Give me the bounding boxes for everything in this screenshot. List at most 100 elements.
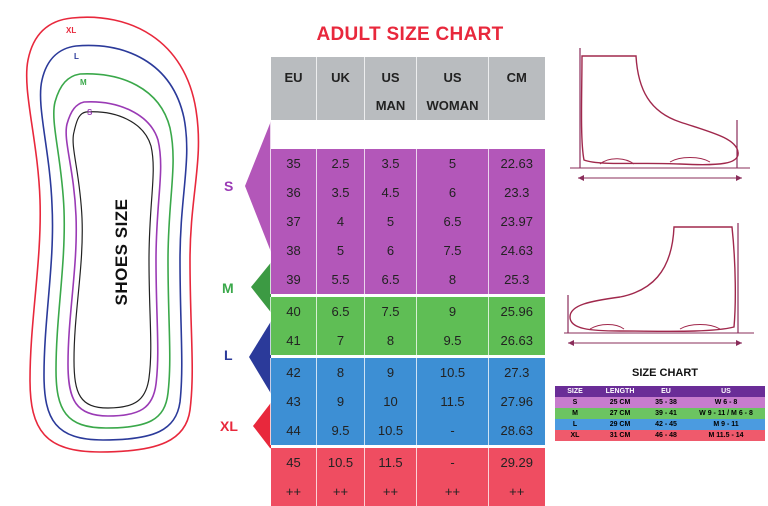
sole-outlines-illustration: [25, 16, 200, 453]
cell-us-man: 9: [364, 358, 417, 387]
table-row: 44 9.5 10.5-28.63: [270, 416, 545, 445]
table-row: 39 5.5 6.5 8 25.3: [270, 265, 545, 294]
table-row: 42 8 9 10.5 27.3: [270, 358, 545, 387]
cell-cm: 26.63: [488, 326, 545, 355]
cell-us-woman: 9.5: [416, 326, 489, 355]
size-chart-header-length: LENGTH: [595, 386, 645, 397]
xl-outline: [25, 16, 200, 453]
cell-uk: 6.5: [316, 297, 365, 326]
cell-eu: 40: [270, 297, 317, 326]
cell-eu: 37: [270, 207, 317, 236]
size-chart-cell-us: M 9 - 11: [713, 421, 739, 428]
size-chart-cell-size: M: [572, 410, 578, 417]
cell-us-woman: 7.5: [416, 236, 489, 265]
cell-cm: 24.63: [488, 236, 545, 265]
size-chart-title: SIZE CHART: [632, 367, 698, 379]
size-chart-cell-eu: 46 - 48: [655, 432, 677, 439]
table-body: 35 2.5 3.5 5 22.63 36 3.5 4.5 6 23.3 37 4 5 6.5 23.97 3…: [270, 149, 545, 506]
cell-cm: 27.3: [488, 358, 545, 387]
table-row: 41 7 8 9.5 26.63: [270, 326, 545, 355]
cell-us-man: 3.5: [364, 149, 417, 178]
cell-eu: 38: [270, 236, 317, 265]
size-label-s: S: [224, 178, 234, 194]
cell-cm: 25.3: [488, 265, 545, 294]
size-label-xl: XL: [220, 418, 238, 434]
table-row: 45 10.5 11.5-29.29: [270, 448, 545, 477]
cell-us-woman: 10.5: [416, 358, 489, 387]
table-row: 36 3.5 4.5 6 23.3: [270, 178, 545, 207]
foot-illustration-top: [570, 48, 750, 181]
cell-eu: 44: [270, 416, 317, 445]
cell-us-woman: 11.5: [416, 387, 489, 416]
size-chart-header-eu: EU: [645, 386, 687, 397]
size-chart-row: M 27 CM 39 - 41 W 9 - 11 / M 6 - 8: [555, 408, 765, 419]
size-chart-cell-us: W 9 - 11 / M 6 - 8: [699, 410, 753, 417]
table-row: 40 6.5 7.5 9 25.96: [270, 297, 545, 326]
adult-size-table: EU UK US MAN US WOMAN CM 35 2.5 3.5 5 22.63 36 3…: [270, 57, 545, 506]
size-chart-cell-eu: 39 - 41: [655, 410, 677, 417]
outline-label-xl: XL: [66, 26, 77, 35]
cell-us-man: 11.5: [364, 448, 417, 477]
size-chart-cell-length: 27 CM: [609, 410, 631, 417]
cell-uk: 10.5: [316, 448, 365, 477]
pointer-l: [249, 318, 273, 397]
table-row: ++ ++ ++ ++ ++: [270, 477, 545, 506]
header-us-man: US MAN: [364, 57, 417, 120]
size-label-m: M: [222, 280, 234, 296]
cell-us-woman: 5: [416, 149, 489, 178]
size-chart-cell-size: L: [572, 421, 578, 428]
pointer-m: [251, 260, 273, 315]
cell-uk: 7: [316, 326, 365, 355]
size-chart-cell-length: 25 CM: [609, 399, 631, 406]
table-row: 37 4 5 6.5 23.97: [270, 207, 545, 236]
outline-label-m: M: [80, 78, 87, 87]
size-chart-cell-us: M 11.5 - 14: [708, 432, 744, 439]
size-chart-cell-eu: 35 - 38: [655, 399, 677, 406]
cell-eu: 45: [270, 448, 317, 477]
foot-illustration-bottom: [564, 223, 754, 346]
table-row: 35 2.5 3.5 5 22.63: [270, 149, 545, 178]
pointer-xl: [253, 400, 273, 452]
size-chart-table: SIZE LENGTH EU US S 25 CM 35 - 38 W 6 - 8 M 2…: [555, 386, 765, 441]
cell-cm: 27.96: [488, 387, 545, 416]
size-pointers: [245, 116, 273, 452]
cell-uk: 8: [316, 358, 365, 387]
size-chart-body: S 25 CM 35 - 38 W 6 - 8 M 27 CM 39 - 41 W 9 - 1…: [555, 397, 765, 441]
cell-us-man: ++: [364, 477, 417, 506]
pointer-s: [245, 116, 273, 257]
size-chart-cell-size: XL: [570, 432, 580, 439]
cell-eu: 42: [270, 358, 317, 387]
cell-eu: 35: [270, 149, 317, 178]
l-outline: [39, 44, 188, 441]
cell-us-man: 10: [364, 387, 417, 416]
cell-cm: 25.96: [488, 297, 545, 326]
size-chart-header-size: SIZE: [555, 386, 595, 397]
sole-shape: [72, 111, 154, 409]
cell-uk: 5.5: [316, 265, 365, 294]
cell-us-man: 4.5: [364, 178, 417, 207]
cell-uk: 2.5: [316, 149, 365, 178]
cell-uk: 4: [316, 207, 365, 236]
size-chart-header-us: US: [687, 386, 765, 397]
cell-us-man: 5: [364, 207, 417, 236]
header-eu: EU: [270, 57, 317, 120]
cell-us-man: 6.5: [364, 265, 417, 294]
table-row: 43 9 10 11.5 27.96: [270, 387, 545, 416]
cell-us-man: 7.5: [364, 297, 417, 326]
cell-uk: ++: [316, 477, 365, 506]
size-chart-cell-length: 29 CM: [609, 421, 631, 428]
header-us-woman: US WOMAN: [416, 57, 489, 120]
size-chart-cell-eu: 42 - 45: [655, 421, 677, 428]
cell-us-woman: 6: [416, 178, 489, 207]
cell-us-man: 6: [364, 236, 417, 265]
cell-us-woman: 9: [416, 297, 489, 326]
cell-cm: 29.29: [488, 448, 545, 477]
cell-cm: 28.63: [488, 416, 545, 445]
size-chart-header-row: SIZE LENGTH EU US: [555, 386, 765, 397]
m-outline: [52, 73, 174, 429]
cell-us-woman: 8: [416, 265, 489, 294]
cell-us-woman: ++: [416, 477, 489, 506]
cell-us-woman: -: [416, 416, 489, 445]
table-row: 38 5 6 7.5 24.63: [270, 236, 545, 265]
cell-eu: 39: [270, 265, 317, 294]
